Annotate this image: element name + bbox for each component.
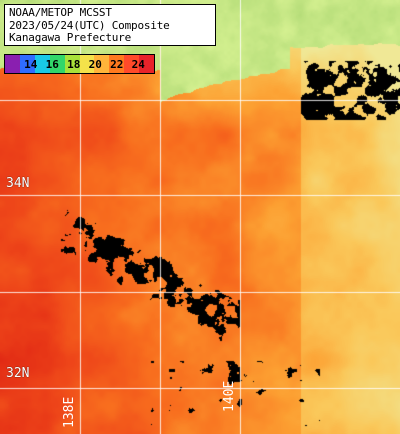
latitude-label-34n: 34N: [6, 176, 30, 191]
title-line-satellite: NOAA/METOP MCSST: [9, 6, 112, 19]
colorbar-segment: [19, 55, 35, 73]
longitude-label-138e: 138E: [62, 396, 77, 428]
title-box: NOAA/METOP MCSST 2023/05/24(UTC) Composi…: [4, 4, 216, 46]
colorbar-segment: [34, 55, 50, 73]
colorbar-segment: [79, 55, 95, 73]
longitude-label-140e: 140E: [222, 380, 237, 412]
colorbar-segment: [49, 55, 65, 73]
latitude-label-32n: 32N: [6, 366, 30, 381]
colorbar-segment: [5, 55, 20, 73]
title-line-region: Kanagawa Prefecture: [9, 31, 132, 44]
colorbar-segment: [94, 55, 110, 73]
colorbar-segment: [124, 55, 140, 73]
colorbar-segment: [64, 55, 80, 73]
colorbar-segment: [109, 55, 125, 73]
temperature-colorbar: [4, 54, 155, 74]
colorbar-segment: [139, 55, 154, 73]
title-line-date: 2023/05/24(UTC) Composite: [9, 18, 170, 32]
